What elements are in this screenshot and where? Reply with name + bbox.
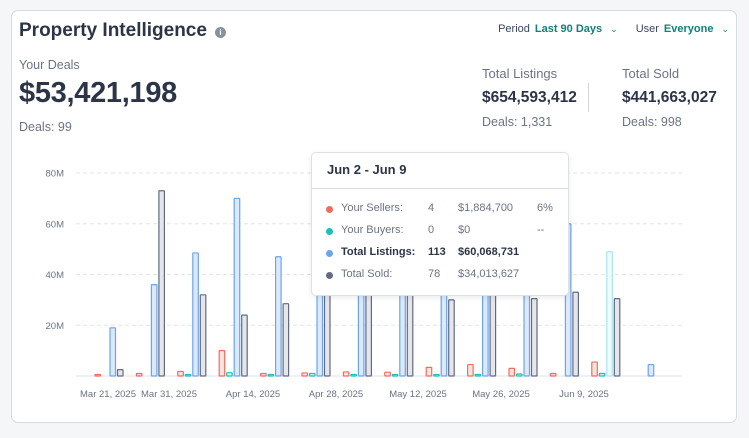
bar-sellers — [549, 372, 557, 377]
chevron-down-icon[interactable]: ⌄ — [721, 23, 729, 34]
tooltip-row-amount: $0 — [458, 224, 471, 236]
bar-sellers — [177, 370, 184, 377]
tooltip-row-name: Total Listings: — [341, 246, 416, 258]
tooltip-row-name: Your Buyers: — [341, 224, 404, 236]
bar-sold — [199, 294, 207, 377]
bar-listings — [192, 252, 199, 377]
stat-count: Deals: 998 — [622, 115, 682, 129]
bar-listings — [150, 284, 158, 377]
tooltip-row-name: Total Sold: — [341, 268, 393, 280]
chevron-down-icon[interactable]: ⌄ — [610, 23, 618, 34]
stat-count: Deals: 1,331 — [482, 115, 553, 129]
user-filter[interactable]: User Everyone ⌄ — [636, 23, 729, 35]
bar-buyers — [267, 373, 275, 377]
tooltip-row-count: 4 — [428, 202, 435, 214]
page-title: Property Intelligence i — [19, 20, 226, 42]
bar-buyers — [433, 373, 440, 377]
tooltip-divider — [312, 188, 568, 189]
bar-sellers — [94, 373, 102, 377]
bar-sold — [282, 303, 290, 377]
bar-listings — [647, 363, 655, 377]
tooltip-row-amount: $60,068,731 — [458, 246, 520, 258]
bar-buyers — [308, 372, 316, 377]
user-value[interactable]: Everyone — [663, 23, 714, 35]
bar-listings — [606, 251, 613, 377]
bar-sellers — [425, 366, 433, 377]
period-value[interactable]: Last 90 Days — [534, 23, 603, 35]
y-tick-label: 40M — [46, 270, 65, 281]
x-tick-label: Apr 28, 2025 — [309, 389, 363, 400]
tooltip-row: Total Sold: 78 $34,013,627 — [326, 268, 566, 282]
bar-buyers — [598, 372, 606, 377]
tooltip-row-pct: 6% — [537, 202, 553, 214]
x-tick-label: May 26, 2025 — [472, 389, 530, 400]
filters: Period Last 90 Days ⌄ User Everyone ⌄ — [498, 23, 729, 35]
period-filter[interactable]: Period Last 90 Days ⌄ — [498, 23, 618, 35]
your-deals-count: Deals: 99 — [19, 120, 72, 134]
legend-dot-icon — [326, 250, 333, 257]
bar-listings — [275, 256, 282, 377]
y-tick-label: 80M — [46, 169, 65, 180]
bar-sellers — [384, 371, 391, 377]
x-tick-label: Apr 14, 2025 — [226, 389, 280, 400]
title-text: Property Intelligence — [19, 20, 207, 41]
tooltip-row-amount: $34,013,627 — [458, 268, 520, 280]
bar-buyers — [184, 373, 192, 377]
your-deals-value: $53,421,198 — [19, 77, 177, 109]
y-tick-label: 60M — [46, 219, 65, 230]
bar-sold — [448, 299, 455, 377]
bar-buyers — [226, 372, 233, 377]
legend-dot-icon — [326, 228, 333, 235]
bar-buyers — [350, 373, 357, 377]
tooltip-row-name: Your Sellers: — [341, 202, 403, 214]
tooltip-row-amount: $1,884,700 — [458, 202, 514, 214]
total-sold-stat: Total Sold $441,663,027 Deals: 998 — [622, 66, 717, 129]
user-label: User — [635, 23, 659, 35]
bar-buyers — [474, 373, 482, 377]
stat-label: Total Listings — [482, 66, 558, 81]
total-listings-stat: Total Listings $654,593,412 Deals: 1,331 — [482, 66, 577, 129]
bar-sellers — [218, 350, 226, 377]
period-label: Period — [498, 23, 530, 35]
your-deals-label: Your Deals — [19, 58, 80, 72]
bar-sold — [572, 291, 580, 377]
bar-sellers — [260, 372, 267, 377]
bar-listings — [109, 327, 117, 377]
chart-tooltip: Jun 2 - Jun 9 Your Sellers: 4 $1,884,700 6%… — [311, 152, 569, 296]
bar-listings — [233, 197, 241, 377]
bar-sold — [241, 314, 248, 377]
bar-buyers — [515, 373, 523, 377]
stat-value: $654,593,412 — [482, 89, 577, 106]
bar-sold — [613, 298, 621, 377]
bar-sold — [530, 298, 538, 377]
bar-sold — [158, 190, 165, 377]
bar-sellers — [467, 363, 474, 377]
tooltip-title: Jun 2 - Jun 9 — [327, 162, 407, 177]
x-tick-label: Mar 31, 2025 — [141, 389, 197, 400]
stat-label: Total Sold — [622, 66, 680, 81]
bar-sellers — [301, 372, 309, 377]
bar-sellers — [342, 371, 350, 377]
stat-value: $441,663,027 — [622, 89, 717, 106]
x-tick-label: Mar 21, 2025 — [80, 389, 136, 400]
info-icon[interactable]: i — [214, 26, 226, 38]
tooltip-row-count: 0 — [428, 224, 435, 236]
bar-sellers — [508, 367, 516, 377]
bar-sold — [116, 369, 124, 377]
tooltip-row-pct: -- — [537, 224, 545, 236]
x-tick-label: Jun 9, 2025 — [559, 389, 609, 400]
tooltip-row-count: 78 — [428, 268, 441, 280]
tooltip-row: Total Listings: 113 $60,068,731 — [326, 246, 566, 260]
legend-dot-icon — [326, 272, 333, 279]
legend-dot-icon — [326, 206, 333, 213]
stat-divider — [588, 83, 589, 112]
bar-sellers — [591, 361, 598, 377]
y-tick-label: 20M — [46, 321, 65, 332]
tooltip-row: Your Sellers: 4 $1,884,700 6% — [326, 202, 566, 216]
tooltip-row: Your Buyers: 0 $0 -- — [326, 224, 566, 238]
tooltip-row-count: 113 — [428, 246, 446, 258]
x-tick-label: May 12, 2025 — [389, 389, 447, 400]
bar-buyers — [391, 373, 399, 377]
bar-sellers — [135, 372, 143, 377]
